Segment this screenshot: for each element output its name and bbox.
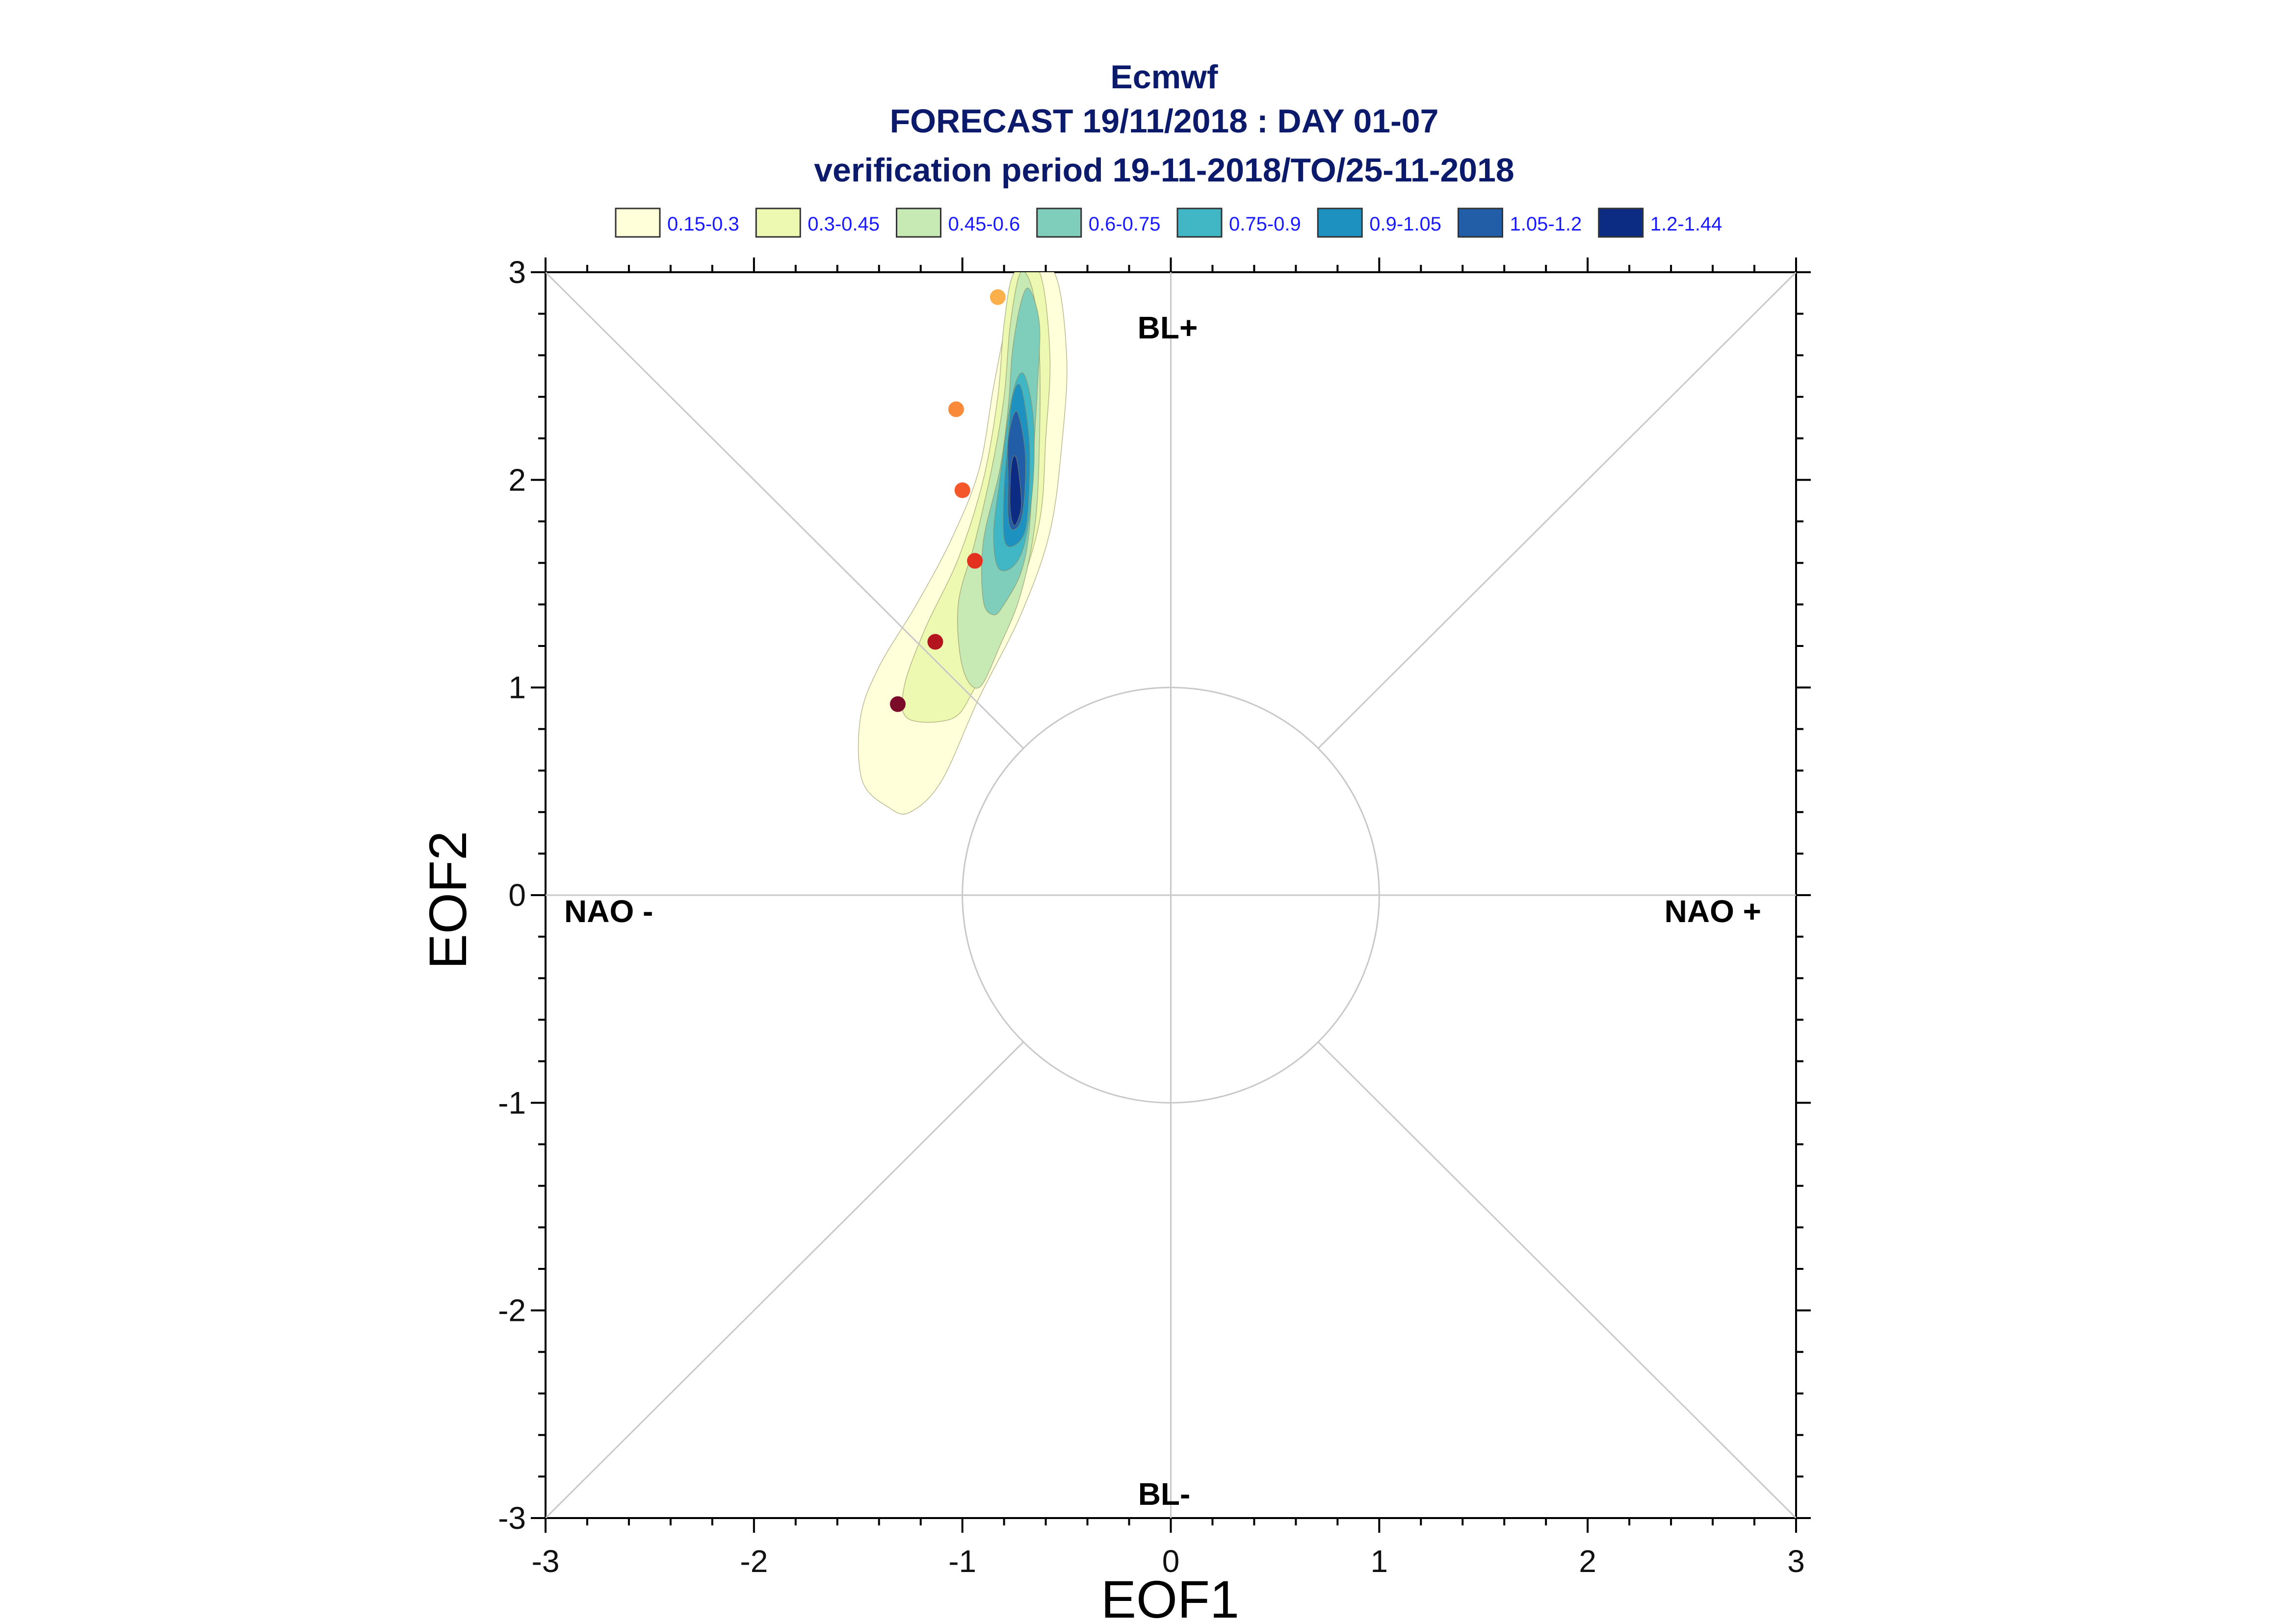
legend-swatch (1317, 207, 1363, 238)
legend-label: 1.05-1.2 (1510, 213, 1582, 235)
legend-swatch (1036, 207, 1082, 238)
chart-subtitle-2: verification period 19-11-2018/TO/25-11-… (814, 152, 1514, 189)
trajectory-point (967, 553, 983, 569)
diagonal-line (1317, 271, 1797, 749)
legend-label: 0.9-1.05 (1369, 213, 1441, 235)
chart-subtitle: FORECAST 19/11/2018 : DAY 01-07 (890, 103, 1439, 140)
legend-label: 1.2-1.44 (1650, 213, 1722, 235)
contour-level (1009, 455, 1022, 526)
x-tick-label: 3 (1787, 1544, 1805, 1579)
legend-swatch (755, 207, 801, 238)
sector-guides (545, 271, 1797, 1519)
legend-swatch (1598, 207, 1644, 238)
y-tick-label: -2 (498, 1293, 526, 1328)
x-tick-label: -3 (532, 1544, 560, 1579)
unit-circle (962, 687, 1380, 1104)
trajectory-points (889, 289, 1006, 712)
x-tick-label: 2 (1579, 1544, 1596, 1579)
y-tick-label: 1 (508, 670, 526, 705)
density-contours (858, 272, 1068, 815)
y-axis-title: EOF2 (418, 831, 477, 969)
legend-swatch (1458, 207, 1503, 238)
legend-swatch (1176, 207, 1223, 238)
region-label-bl-plus: BL+ (1138, 310, 1198, 345)
axis-ticks: -3 -2 -1 0 1 2 3 -3 -2 -1 0 1 2 3 (498, 255, 1811, 1579)
trajectory-point (954, 482, 970, 498)
legend-label: 0.3-0.45 (808, 213, 880, 235)
y-tick-label: 3 (508, 255, 526, 290)
y-tick-label: 2 (508, 462, 526, 497)
plot-area: -3 -2 -1 0 1 2 3 -3 -2 -1 0 1 2 3 (498, 255, 1811, 1579)
diagonal-line (1317, 1041, 1797, 1519)
region-label-nao-plus: NAO + (1665, 894, 1761, 929)
x-tick-label: -2 (740, 1544, 768, 1579)
x-tick-label: -1 (948, 1544, 976, 1579)
y-tick-label: 0 (508, 877, 526, 913)
diagonal-line (545, 271, 1024, 749)
legend-label: 0.75-0.9 (1229, 213, 1301, 235)
trajectory-point (927, 634, 943, 650)
region-label-bl-minus: BL- (1138, 1476, 1191, 1512)
legend-swatch (615, 207, 661, 238)
legend-label: 0.15-0.3 (667, 213, 739, 235)
legend: 0.15-0.3 0.3-0.45 0.45-0.6 0.6-0.75 0.75-0.9… (615, 207, 1722, 238)
trajectory-point (889, 696, 906, 712)
legend-label: 0.45-0.6 (948, 213, 1020, 235)
diagonal-line (545, 1041, 1024, 1519)
trajectory-point (990, 289, 1006, 305)
y-tick-label: -1 (498, 1085, 526, 1120)
y-tick-label: -3 (498, 1500, 526, 1536)
legend-label: 0.6-0.75 (1089, 213, 1161, 235)
chart-title: Ecmwf (1110, 58, 1218, 96)
trajectory-point (948, 401, 964, 417)
x-tick-label: 1 (1371, 1544, 1388, 1579)
x-axis-title: EOF1 (1101, 1570, 1239, 1624)
x-tick-label: 0 (1162, 1544, 1180, 1579)
legend-swatch (896, 207, 941, 238)
region-label-nao-minus: NAO - (564, 894, 653, 929)
